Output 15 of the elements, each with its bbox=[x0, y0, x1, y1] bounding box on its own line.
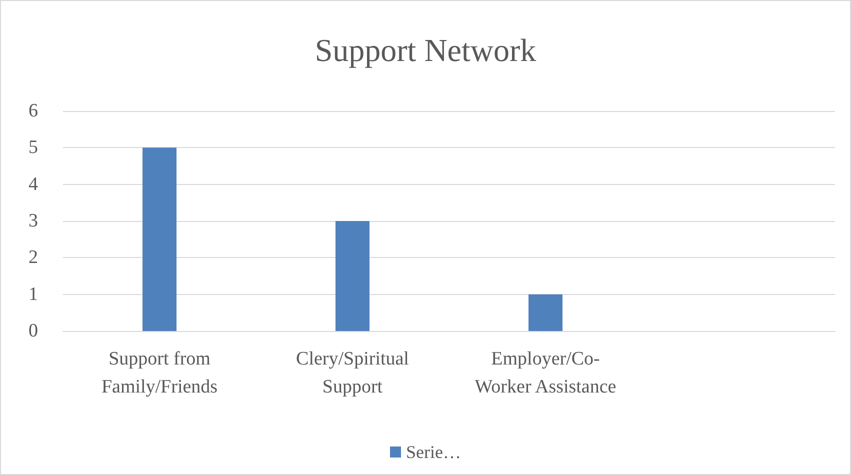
y-tick-label: 0 bbox=[28, 320, 38, 342]
y-tick-label: 1 bbox=[28, 284, 38, 305]
y-tick-label: 6 bbox=[28, 100, 38, 122]
bar bbox=[142, 148, 176, 331]
x-tick-label: Support from Family/Friends bbox=[101, 348, 218, 398]
bar bbox=[528, 294, 562, 331]
y-tick-label: 3 bbox=[28, 210, 38, 232]
chart-title: Support Network bbox=[314, 32, 536, 68]
bar bbox=[336, 221, 370, 331]
y-tick-label: 2 bbox=[28, 247, 38, 268]
x-tick-label: Employer/Co- Worker Assistance bbox=[474, 348, 616, 398]
legend-label: Serie… bbox=[406, 442, 461, 462]
y-tick-label: 4 bbox=[28, 174, 38, 195]
x-tick-label: Clery/Spiritual Support bbox=[296, 348, 409, 398]
y-tick-label: 5 bbox=[28, 137, 38, 158]
